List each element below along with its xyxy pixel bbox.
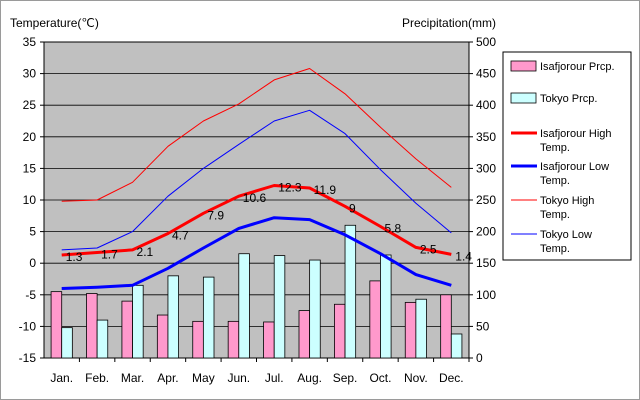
left-tick-label: -10 <box>19 319 37 333</box>
left-tick-label: 20 <box>23 130 37 144</box>
data-label: 1.4 <box>455 249 472 263</box>
data-label: 5.8 <box>384 222 401 236</box>
legend: Isafjorour Prcp. Tokyo Prcp. Isafjorour Hi… <box>502 51 632 261</box>
left-tick-label: 25 <box>23 98 37 112</box>
left-axis-title: Temperature(℃) <box>10 16 99 30</box>
precipitation-bar <box>298 310 311 359</box>
right-tick-label: 150 <box>476 256 496 270</box>
legend-swatch <box>510 92 537 104</box>
legend-label: Tokyo Low <box>540 229 592 241</box>
precipitation-bars <box>50 224 463 359</box>
data-label: 4.7 <box>172 228 189 242</box>
data-label: 12.3 <box>278 180 302 194</box>
temperature-series-line <box>61 68 452 202</box>
precipitation-bar <box>334 303 346 359</box>
x-tick-label: Jun. <box>227 371 250 385</box>
data-label: 1.7 <box>101 247 118 261</box>
right-tick-label: 0 <box>476 351 483 365</box>
x-tick-label: May <box>192 371 215 385</box>
legend-label: Tokyo Prcp. <box>540 93 597 105</box>
left-tick-label: 0 <box>29 256 36 270</box>
legend-label: Isafjorour Low <box>540 161 609 173</box>
legend-label: Tokyo High <box>540 195 594 207</box>
data-labels: 1.3 1.7 2.1 4.7 7.9 10.6 12.3 11.9 9 5.8 2.5 1.4 <box>66 180 473 264</box>
left-tick-label: 5 <box>29 225 36 239</box>
data-label: 2.1 <box>137 245 154 259</box>
temperature-series-line <box>61 216 452 290</box>
x-tick-label: Aug. <box>297 371 322 385</box>
data-label: 7.9 <box>207 208 224 222</box>
right-tick-label: 400 <box>476 98 496 112</box>
precipitation-bar <box>450 333 463 359</box>
x-tick-label: Oct. <box>369 371 391 385</box>
precipitation-bar <box>121 300 133 359</box>
right-tick-label: 350 <box>476 130 496 144</box>
temperature-lines <box>61 68 452 290</box>
data-label: 10.6 <box>243 191 267 205</box>
data-label: 2.5 <box>420 242 437 256</box>
precipitation-bar <box>227 320 240 359</box>
right-tick-label: 100 <box>476 288 496 302</box>
temperature-series-line <box>61 109 452 251</box>
precipitation-bar <box>263 321 275 359</box>
precipitation-bar <box>369 280 381 359</box>
precipitation-bar <box>50 291 63 359</box>
x-tick-label: Jan. <box>50 371 73 385</box>
legend-label: Temp. <box>540 142 570 154</box>
left-tick-label: 30 <box>23 67 37 81</box>
right-tick-label: 500 <box>476 35 496 49</box>
right-tick-label: 250 <box>476 193 496 207</box>
legend-box <box>502 51 632 261</box>
right-tick-label: 50 <box>476 319 490 333</box>
precipitation-bar <box>202 276 215 359</box>
precipitation-bar <box>86 293 98 359</box>
left-tick-label: -5 <box>25 288 36 302</box>
precipitation-bar <box>309 259 321 359</box>
gridlines <box>44 73 469 327</box>
left-tick-label: 15 <box>23 161 37 175</box>
data-label: 9 <box>349 201 356 215</box>
axes: 35302520151050-5-10-15500450400350300250… <box>19 35 497 385</box>
legend-swatch <box>510 60 537 72</box>
legend-label: Temp. <box>540 243 570 255</box>
precipitation-bar <box>344 224 357 359</box>
precipitation-bar <box>61 327 73 359</box>
right-tick-label: 200 <box>476 225 496 239</box>
left-tick-label: 35 <box>23 35 37 49</box>
legend-label: Temp. <box>540 175 570 187</box>
right-tick-label: 450 <box>476 67 496 81</box>
precipitation-bar <box>238 253 250 359</box>
right-tick-label: 300 <box>476 161 496 175</box>
data-label: 11.9 <box>314 183 337 197</box>
x-tick-label: Dec. <box>439 371 464 385</box>
temperature-series-line <box>61 184 452 257</box>
left-tick-label: -15 <box>19 351 37 365</box>
precipitation-bar <box>167 275 179 359</box>
legend-label: Isafjorour High <box>540 128 612 140</box>
precipitation-bar <box>192 320 204 359</box>
left-tick-label: 10 <box>23 193 37 207</box>
precipitation-bar <box>96 319 109 359</box>
right-axis-title: Precipitation(mm) <box>402 16 496 30</box>
precipitation-bar <box>415 298 427 359</box>
precipitation-bar <box>156 314 169 359</box>
legend-label: Isafjorour Prcp. <box>540 61 615 73</box>
precipitation-bar <box>440 294 452 359</box>
x-tick-label: Jul. <box>265 371 284 385</box>
precipitation-bar <box>273 255 286 359</box>
x-tick-label: Feb. <box>85 371 109 385</box>
x-tick-label: Apr. <box>157 371 178 385</box>
precipitation-bar <box>132 284 144 359</box>
precipitation-bar <box>404 301 417 359</box>
data-label: 1.3 <box>66 250 83 264</box>
x-tick-label: Sep. <box>333 371 358 385</box>
precipitation-bar <box>380 254 392 359</box>
x-tick-label: Mar. <box>121 371 144 385</box>
legend-label: Temp. <box>540 209 570 221</box>
x-tick-label: Nov. <box>404 371 428 385</box>
